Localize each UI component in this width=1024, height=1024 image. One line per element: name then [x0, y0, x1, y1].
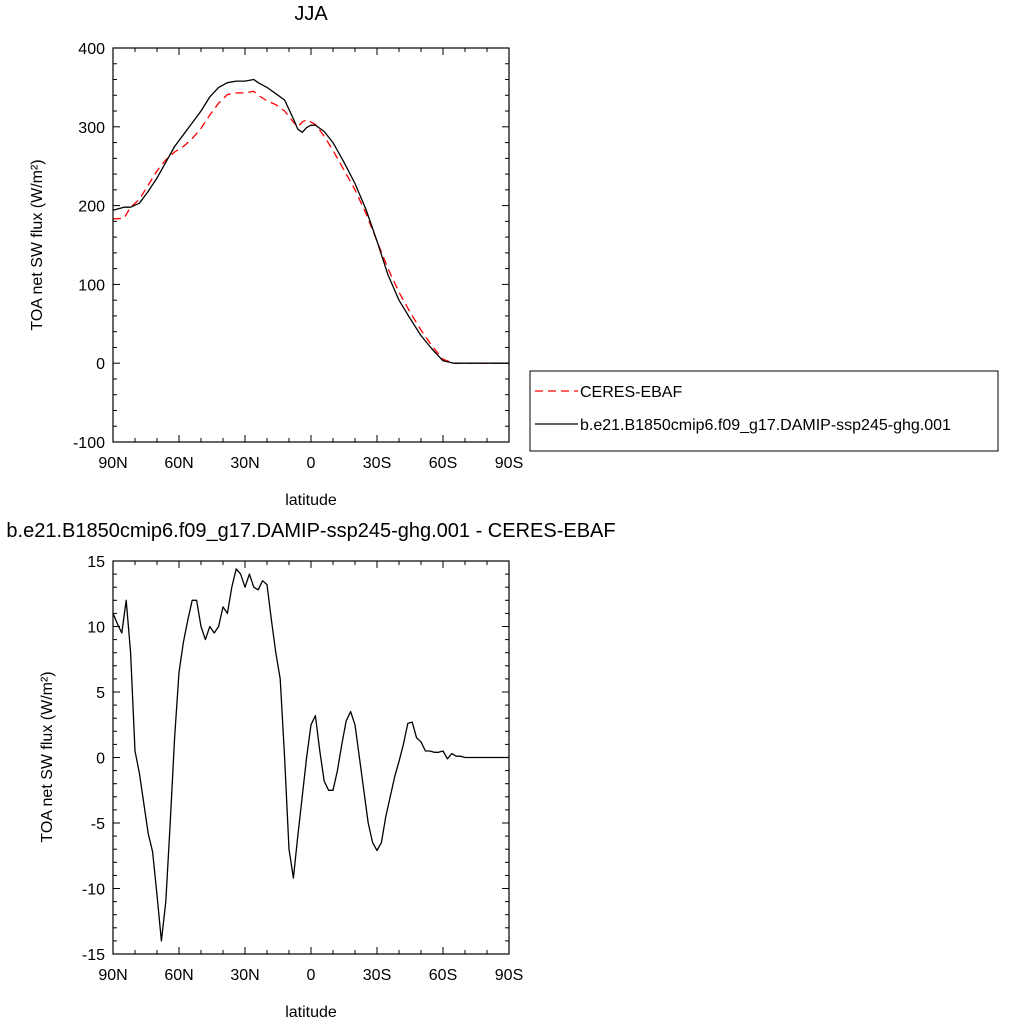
top-ytick-label: 200 — [78, 199, 105, 216]
legend-label-model: b.e21.B1850cmip6.f09_g17.DAMIP-ssp245-gh… — [580, 417, 951, 434]
bottom-xtick-label: 0 — [307, 967, 316, 984]
bottom-series-0-line — [112, 568, 509, 942]
top-ytick-label: 0 — [96, 356, 105, 373]
top-series-1-line — [112, 78, 509, 364]
bottom-xtick-label: 60S — [429, 967, 457, 984]
top-xtick-label: 0 — [307, 455, 316, 472]
bottom-ytick-label: 10 — [87, 620, 105, 637]
bottom-panel-frame — [112, 560, 510, 955]
legend: CERES-EBAF b.e21.B1850cmip6.f09_g17.DAMI… — [529, 370, 999, 452]
top-panel: JJA latitude TOA net SW flux (W/m²) 90N 6… — [29, 3, 523, 509]
bottom-ytick-label: -15 — [82, 947, 105, 964]
top-xtick-label: 90S — [495, 455, 523, 472]
top-xtick-label: 60S — [429, 455, 457, 472]
top-panel-ylabel: TOA net SW flux (W/m²) — [29, 159, 46, 330]
top-panel-xlabel: latitude — [285, 492, 337, 509]
top-xtick-label: 60N — [164, 455, 193, 472]
bottom-panel-title: b.e21.B1850cmip6.f09_g17.DAMIP-ssp245-gh… — [6, 520, 615, 542]
bottom-xtick-label: 90N — [98, 967, 127, 984]
bottom-panel-xlabel: latitude — [285, 1004, 337, 1021]
top-xtick-label: 90N — [98, 455, 127, 472]
bottom-xtick-label: 30S — [363, 967, 391, 984]
top-panel-marks: 90N 60N 30N 0 30S 60S 90S -100 0 100 200 300 400 — [73, 41, 523, 472]
bottom-xtick-label: 30N — [230, 967, 259, 984]
bottom-ytick-label: 5 — [96, 685, 105, 702]
bottom-ytick-label: -5 — [91, 816, 105, 833]
bottom-xtick-label: 90S — [495, 967, 523, 984]
bottom-panel: b.e21.B1850cmip6.f09_g17.DAMIP-ssp245-gh… — [6, 520, 615, 1021]
top-panel-frame — [112, 47, 510, 443]
bottom-ytick-label: -10 — [82, 882, 105, 899]
top-ytick-label: 300 — [78, 120, 105, 137]
top-ytick-label: 100 — [78, 277, 105, 294]
legend-label-ceres: CERES-EBAF — [580, 384, 682, 401]
top-xtick-label: 30N — [230, 455, 259, 472]
bottom-panel-marks: 90N 60N 30N 0 30S 60S 90S -15 -10 -5 0 5 10 15 — [82, 554, 523, 984]
legend-box — [529, 370, 999, 452]
bottom-panel-ylabel: TOA net SW flux (W/m²) — [39, 671, 56, 842]
bottom-xtick-label: 60N — [164, 967, 193, 984]
top-xtick-label: 30S — [363, 455, 391, 472]
top-ytick-label: -100 — [73, 435, 105, 452]
top-series-0-line — [112, 90, 509, 364]
bottom-ytick-label: 15 — [87, 554, 105, 571]
bottom-ytick-label: 0 — [96, 751, 105, 768]
top-panel-title: JJA — [294, 3, 328, 25]
top-ytick-label: 400 — [78, 41, 105, 58]
